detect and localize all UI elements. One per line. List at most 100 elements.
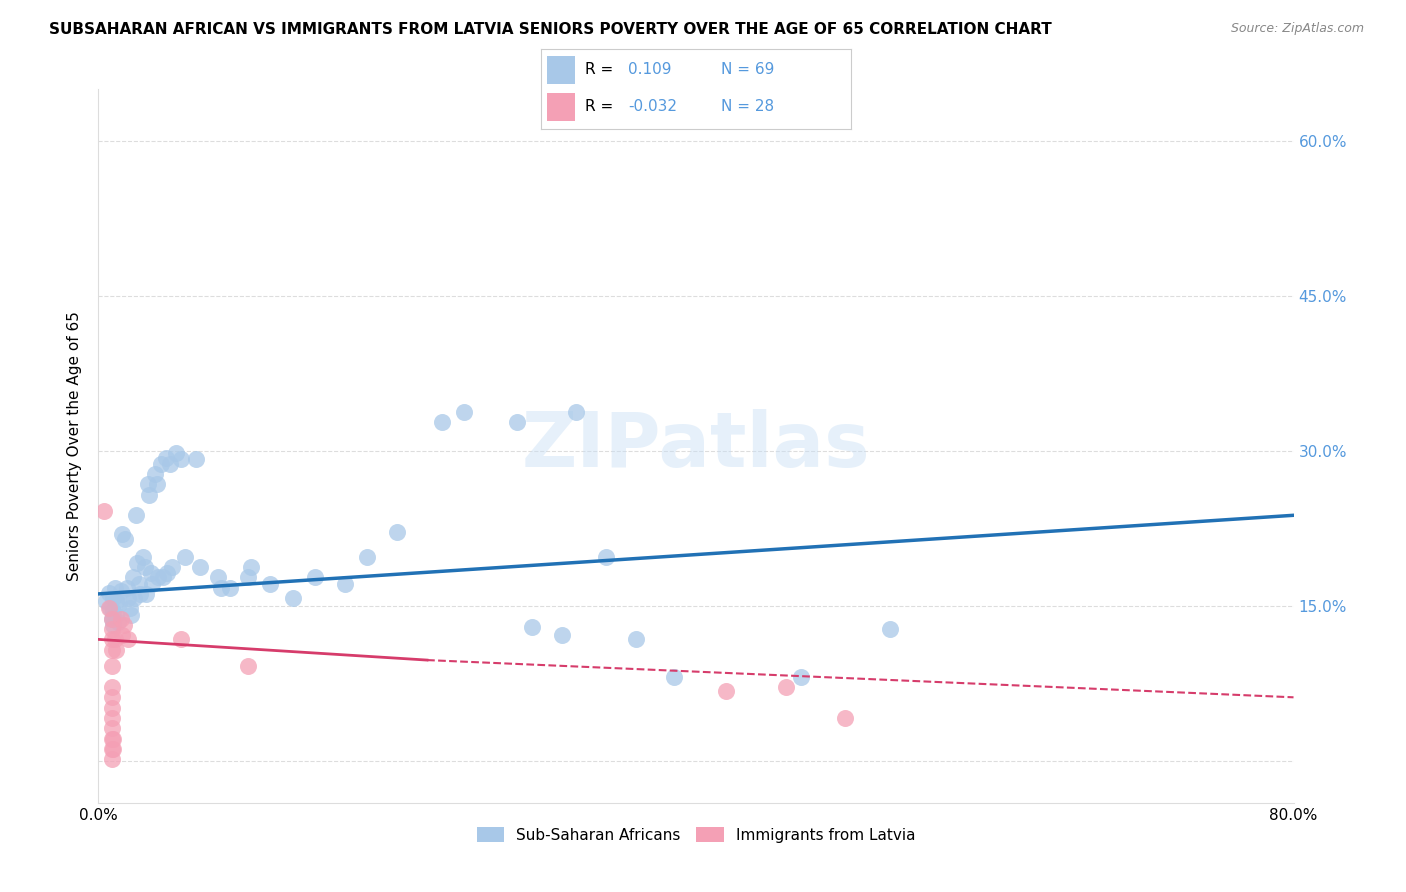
Point [103,605,125,619]
Point [101,612,124,626]
Point [101,742,124,756]
Point [236,570,259,584]
Text: N = 69: N = 69 [721,62,775,78]
Point [174,549,197,564]
Point [127,556,149,570]
Text: 0.109: 0.109 [628,62,672,78]
Point [128,576,150,591]
Point [103,609,125,624]
Point [105,594,128,608]
Point [110,583,132,598]
Point [121,570,143,584]
Point [101,711,124,725]
Point [101,612,124,626]
Point [595,549,617,564]
Point [105,642,128,657]
Point [103,742,125,756]
Point [115,581,138,595]
Point [107,615,129,629]
FancyBboxPatch shape [547,94,575,121]
Text: -0.032: -0.032 [628,99,676,114]
Y-axis label: Seniors Poverty Over the Age of 65: Seniors Poverty Over the Age of 65 [67,311,83,581]
Point [207,570,229,584]
Point [506,415,529,429]
Point [135,587,157,601]
Point [385,524,409,539]
Point [169,632,191,647]
Point [662,670,685,684]
Point [114,532,136,546]
Point [520,620,543,634]
Point [879,622,901,636]
Point [304,570,326,584]
Point [93,504,115,518]
Point [101,690,124,705]
Point [136,477,159,491]
Text: N = 28: N = 28 [721,99,773,114]
Point [145,477,167,491]
Point [169,452,191,467]
Point [108,597,131,611]
Point [117,591,139,605]
Point [141,576,163,591]
Point [104,581,127,595]
Text: ZIPatlas: ZIPatlas [522,409,870,483]
Point [120,607,142,622]
Point [134,560,156,574]
Point [105,607,128,622]
Point [155,451,177,466]
Point [101,659,124,673]
Point [101,632,124,647]
Point [148,570,170,584]
Point [124,591,146,605]
Point [101,642,124,657]
Point [97,586,120,600]
Point [219,581,242,595]
Point [188,560,211,574]
Point [550,628,572,642]
Text: SUBSAHARAN AFRICAN VS IMMIGRANTS FROM LATVIA SENIORS POVERTY OVER THE AGE OF 65 : SUBSAHARAN AFRICAN VS IMMIGRANTS FROM LA… [49,22,1052,37]
Point [94,594,117,608]
Text: Source: ZipAtlas.com: Source: ZipAtlas.com [1230,22,1364,36]
Point [430,415,453,429]
Point [139,566,162,581]
Point [97,601,120,615]
FancyBboxPatch shape [547,56,575,85]
Point [111,527,134,541]
Point [184,452,207,467]
Point [129,587,152,601]
Point [152,570,174,584]
Point [156,566,179,581]
Point [565,405,588,419]
Point [98,601,122,615]
Point [453,405,475,419]
Point [239,560,262,574]
Point [103,731,125,746]
Point [101,622,124,636]
Point [834,711,856,725]
Point [117,632,139,647]
Point [150,457,173,471]
Point [356,549,378,564]
Point [165,446,187,460]
Point [103,591,125,605]
Point [159,457,181,471]
Legend: Sub-Saharan Africans, Immigrants from Latvia: Sub-Saharan Africans, Immigrants from La… [471,821,921,848]
Point [110,612,132,626]
Point [775,680,797,694]
Point [281,591,304,605]
Text: R =: R = [585,62,617,78]
Point [118,601,141,615]
Point [111,628,134,642]
Point [259,576,281,591]
Point [112,618,135,632]
Point [101,722,124,736]
Point [160,560,183,574]
Point [143,467,166,481]
Point [125,508,148,523]
Point [236,659,259,673]
Point [104,632,127,647]
Text: R =: R = [585,99,617,114]
Point [103,618,125,632]
Point [209,581,232,595]
